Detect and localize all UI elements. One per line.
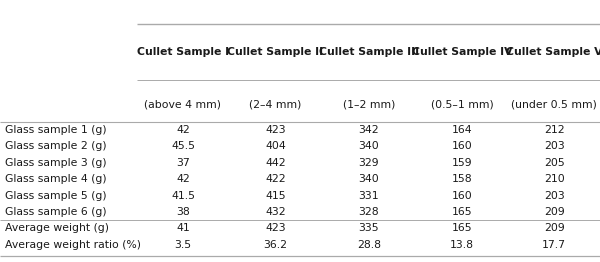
- Text: 13.8: 13.8: [450, 240, 474, 250]
- Text: 159: 159: [452, 158, 472, 168]
- Text: 165: 165: [452, 223, 472, 233]
- Text: 37: 37: [176, 158, 190, 168]
- Text: 423: 423: [265, 125, 286, 135]
- Text: Glass sample 6 (g): Glass sample 6 (g): [5, 207, 106, 217]
- Text: 328: 328: [358, 207, 379, 217]
- Text: 212: 212: [544, 125, 565, 135]
- Text: 3.5: 3.5: [175, 240, 191, 250]
- Text: 41: 41: [176, 223, 190, 233]
- Text: (under 0.5 mm): (under 0.5 mm): [511, 100, 597, 110]
- Text: Cullet Sample IV: Cullet Sample IV: [412, 47, 512, 57]
- Text: 164: 164: [452, 125, 472, 135]
- Text: (above 4 mm): (above 4 mm): [145, 100, 221, 110]
- Text: 404: 404: [265, 141, 286, 151]
- Text: 205: 205: [544, 158, 565, 168]
- Text: 38: 38: [176, 207, 190, 217]
- Text: 160: 160: [452, 141, 472, 151]
- Text: 209: 209: [544, 207, 565, 217]
- Text: 36.2: 36.2: [263, 240, 287, 250]
- Text: 442: 442: [265, 158, 286, 168]
- Text: 165: 165: [452, 207, 472, 217]
- Text: 340: 340: [358, 174, 379, 184]
- Text: Cullet Sample III: Cullet Sample III: [319, 47, 419, 57]
- Text: 42: 42: [176, 125, 190, 135]
- Text: 423: 423: [265, 223, 286, 233]
- Text: 203: 203: [544, 190, 565, 200]
- Text: 340: 340: [358, 141, 379, 151]
- Text: 160: 160: [452, 190, 472, 200]
- Text: (0.5–1 mm): (0.5–1 mm): [431, 100, 493, 110]
- Text: 210: 210: [544, 174, 565, 184]
- Text: 42: 42: [176, 174, 190, 184]
- Text: 41.5: 41.5: [171, 190, 195, 200]
- Text: Glass sample 2 (g): Glass sample 2 (g): [5, 141, 106, 151]
- Text: 17.7: 17.7: [542, 240, 566, 250]
- Text: 422: 422: [265, 174, 286, 184]
- Text: Glass sample 1 (g): Glass sample 1 (g): [5, 125, 106, 135]
- Text: 415: 415: [265, 190, 286, 200]
- Text: 432: 432: [265, 207, 286, 217]
- Text: 45.5: 45.5: [171, 141, 195, 151]
- Text: Average weight ratio (%): Average weight ratio (%): [5, 240, 141, 250]
- Text: 28.8: 28.8: [357, 240, 381, 250]
- Text: 158: 158: [452, 174, 472, 184]
- Text: Cullet Sample I: Cullet Sample I: [137, 47, 229, 57]
- Text: 342: 342: [358, 125, 379, 135]
- Text: 335: 335: [358, 223, 379, 233]
- Text: 209: 209: [544, 223, 565, 233]
- Text: Glass sample 4 (g): Glass sample 4 (g): [5, 174, 106, 184]
- Text: Glass sample 5 (g): Glass sample 5 (g): [5, 190, 106, 200]
- Text: Average weight (g): Average weight (g): [5, 223, 109, 233]
- Text: 329: 329: [358, 158, 379, 168]
- Text: 331: 331: [358, 190, 379, 200]
- Text: Cullet Sample II: Cullet Sample II: [227, 47, 323, 57]
- Text: (1–2 mm): (1–2 mm): [343, 100, 395, 110]
- Text: Glass sample 3 (g): Glass sample 3 (g): [5, 158, 106, 168]
- Text: 203: 203: [544, 141, 565, 151]
- Text: (2–4 mm): (2–4 mm): [249, 100, 302, 110]
- Text: Cullet Sample V: Cullet Sample V: [506, 47, 600, 57]
